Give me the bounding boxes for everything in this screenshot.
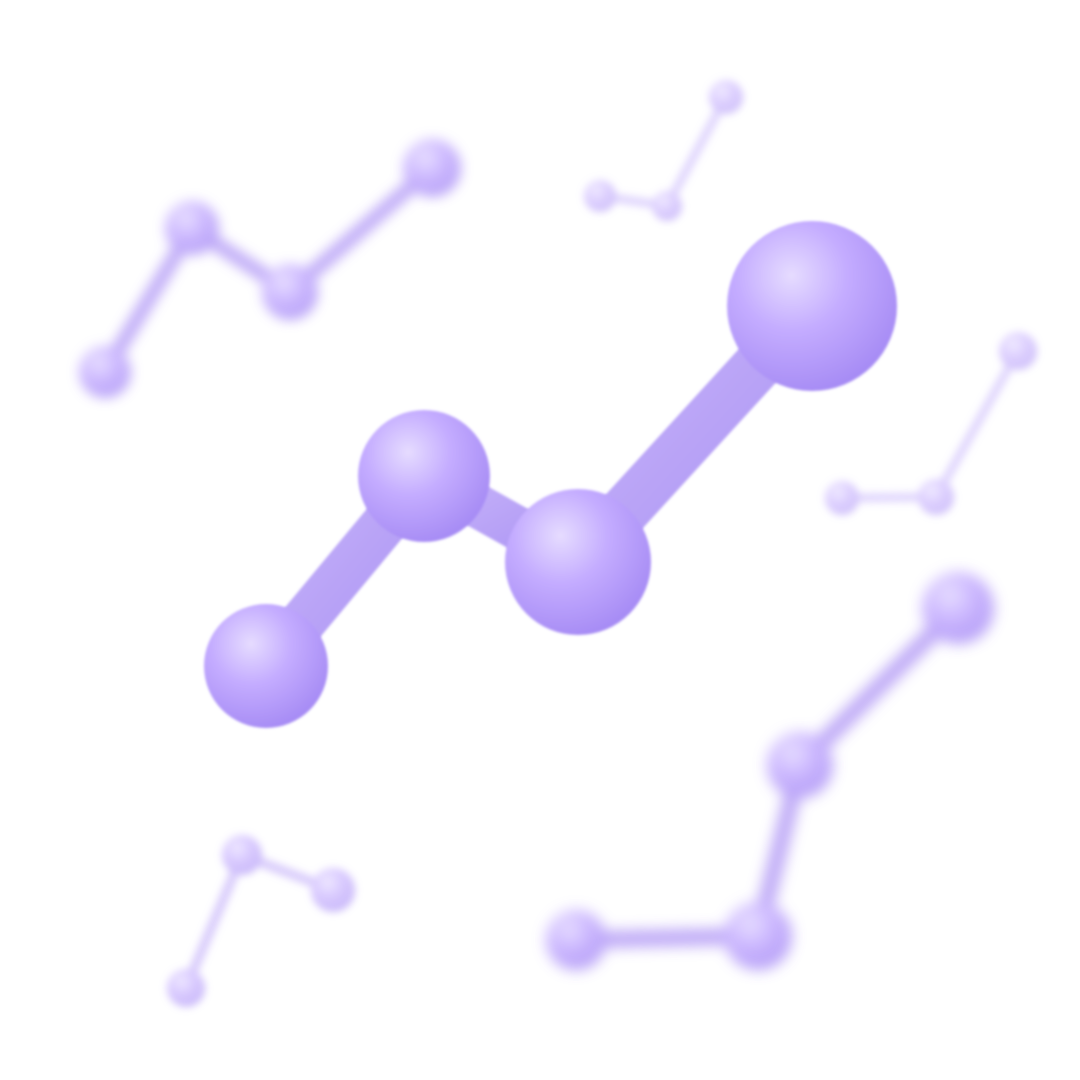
atom — [825, 481, 859, 515]
atom — [167, 969, 205, 1007]
atom — [709, 80, 743, 114]
top-left-molecule — [79, 139, 461, 398]
bottom-right-molecule — [546, 572, 994, 970]
atom — [652, 191, 682, 221]
atom — [724, 902, 792, 970]
right-molecule — [825, 332, 1037, 515]
atom — [79, 346, 131, 398]
atom — [767, 732, 833, 798]
atom — [727, 221, 897, 391]
atom — [204, 604, 328, 728]
atom — [403, 139, 461, 197]
atom — [584, 180, 616, 212]
atom — [922, 572, 994, 644]
atom — [165, 201, 219, 255]
atom — [358, 410, 490, 542]
atom — [546, 910, 606, 970]
bottom-left-molecule — [167, 835, 355, 1007]
atom — [505, 489, 651, 635]
atom — [222, 835, 262, 875]
atom — [311, 868, 355, 912]
atom — [262, 264, 318, 320]
main-atoms — [204, 221, 897, 728]
atom — [918, 479, 954, 515]
top-center-molecule — [584, 80, 743, 221]
atom — [999, 332, 1037, 370]
main-molecule — [204, 221, 897, 728]
